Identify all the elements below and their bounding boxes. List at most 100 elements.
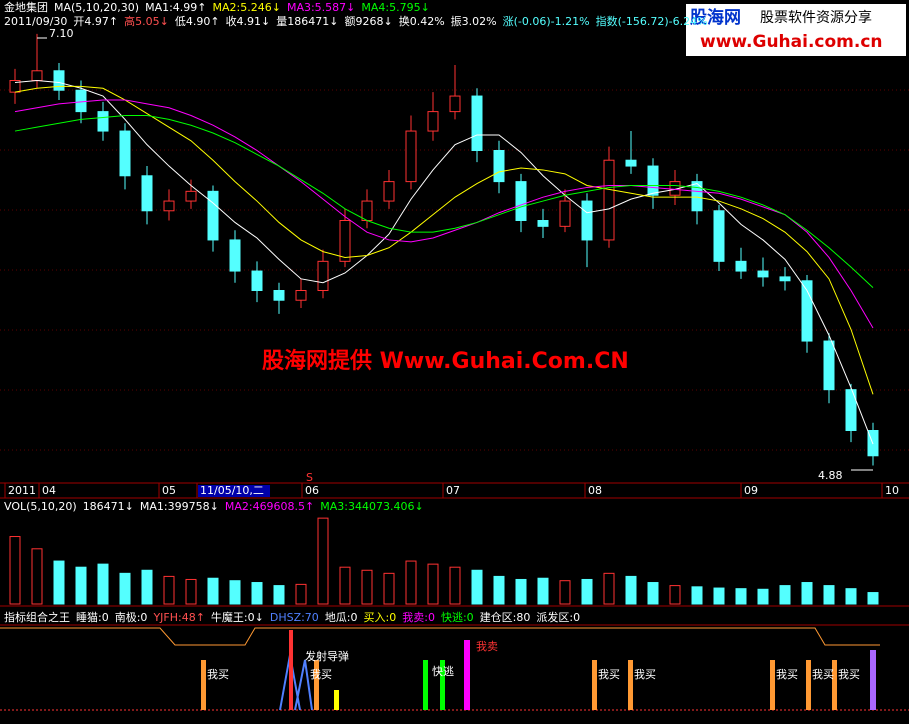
volume-bar [405, 560, 417, 605]
volume-bar [75, 566, 87, 605]
candle-body [31, 70, 43, 82]
volume-bar [295, 583, 307, 605]
signal-annotation: 我买 [310, 668, 332, 681]
header-item: 金地集团 [4, 1, 48, 14]
header-item: MA2:469608.5↑ [224, 500, 315, 513]
volume-bar [691, 586, 703, 605]
header-item: 买入:0 [363, 611, 397, 624]
volume-bar [713, 587, 725, 605]
header-line1: 金地集团 MA(5,10,20,30) MA1:4.99↑ MA2:5.246↓ MA3… [4, 1, 436, 14]
volume-bar [185, 578, 197, 605]
candle-body [691, 181, 703, 212]
volume-bar [537, 577, 549, 605]
candle-body [647, 165, 659, 196]
header-item: MA4:5.795↓ [361, 1, 430, 14]
candle-body [801, 280, 813, 342]
volume-bar [229, 580, 241, 605]
header-item: 我卖:0 [402, 611, 435, 624]
candle-body [229, 239, 241, 272]
header-item: 指数(-156.72)-6.24% [595, 15, 708, 28]
price-label: 4.88 [818, 469, 843, 482]
indicator-line [0, 627, 880, 646]
candle-body [97, 111, 109, 132]
header-item: 南极:0 [114, 611, 148, 624]
logo-box [686, 4, 906, 56]
header-item: 收4.91↓ [225, 15, 271, 28]
date-label: 11/05/10,二 [200, 484, 264, 497]
date-label: 05 [162, 484, 176, 497]
date-label: 09 [744, 484, 758, 497]
candle-body [251, 270, 263, 291]
watermark: 股海网提供 Www.Guhai.Com.CN [262, 348, 629, 374]
candle-body [823, 340, 835, 391]
header-item: 建仓区:80 [479, 611, 531, 624]
candle-body [427, 111, 439, 132]
volume-bar [757, 588, 769, 605]
signal-marker: S [306, 471, 313, 484]
candle-body [163, 200, 175, 212]
date-label: 08 [588, 484, 602, 497]
volume-bar [53, 560, 65, 605]
price-label: 7.10 [49, 27, 74, 40]
volume-bar [31, 548, 43, 605]
volume-bar [427, 563, 439, 605]
candle-body [515, 181, 527, 222]
header-item: 量186471↓ [276, 15, 339, 28]
ma-line [14, 99, 874, 329]
volume-bar [647, 582, 659, 605]
signal-annotation: 我买 [812, 668, 834, 681]
header-item: MA1:399758↓ [139, 500, 219, 513]
volume-bar [625, 575, 637, 605]
candle-body [449, 95, 461, 113]
candle-body [625, 159, 637, 167]
logo-name: 股海网 [690, 7, 741, 28]
volume-bar [669, 585, 681, 605]
volume-bar [515, 578, 527, 605]
header-item: 186471↓ [82, 500, 134, 513]
date-label: 04 [42, 484, 56, 497]
header-line2: 2011/09/30 开4.97↑ 高5.05↓ 低4.90↑ 收4.91↓ 量18647… [4, 15, 714, 28]
signal-annotation: 我卖 [476, 640, 498, 653]
candle-body [537, 220, 549, 227]
candle-body [713, 210, 725, 262]
candle-body [603, 159, 615, 241]
indicator-header: 指标组合之王 睡猫:0 南极:0 YJFH:48↑ 牛魔王:0↓ DHSZ:70 地瓜:0 买… [4, 611, 586, 624]
volume-bar [823, 585, 835, 605]
date-label: 2011 [8, 484, 36, 497]
volume-header: VOL(5,10,20) 186471↓ MA1:399758↓ MA2:469608… [4, 500, 430, 513]
candle-body [317, 260, 329, 292]
volume-bar [603, 572, 615, 605]
candle-body [53, 70, 65, 91]
date-label: 06 [305, 484, 319, 497]
volume-bar [735, 588, 747, 605]
header-item: 振3.02% [450, 15, 497, 28]
ma-line [14, 115, 874, 288]
grid [0, 89, 909, 451]
candle-body [339, 220, 351, 262]
candle-body [141, 175, 153, 212]
header-item: MA3:344073.406↓ [320, 500, 424, 513]
header-item: 快逃:0 [440, 611, 474, 624]
candle-body [273, 290, 285, 301]
candle-body [185, 190, 197, 202]
signal-annotation: 我买 [776, 668, 798, 681]
signal-annotation: 快逃 [432, 665, 454, 678]
logo-slogan: 股票软件资源分享 [760, 9, 872, 26]
volume-bar [779, 585, 791, 605]
candle-body [295, 290, 307, 301]
candle-body [383, 181, 395, 202]
candle-body [559, 200, 571, 227]
volume-bar [581, 578, 593, 605]
volume-bar [471, 569, 483, 605]
volume-bar [361, 569, 373, 605]
candle-body [207, 190, 219, 241]
volume-bar [141, 569, 153, 605]
header-item: 额9268↓ [344, 15, 393, 28]
volume-bar [559, 580, 571, 605]
header-item: 开4.97↑ [73, 15, 119, 28]
signal-annotation: 我买 [838, 668, 860, 681]
header-item: MA1:4.99↑ [145, 1, 207, 14]
volume-bar [207, 577, 219, 605]
candle-body [779, 276, 791, 282]
